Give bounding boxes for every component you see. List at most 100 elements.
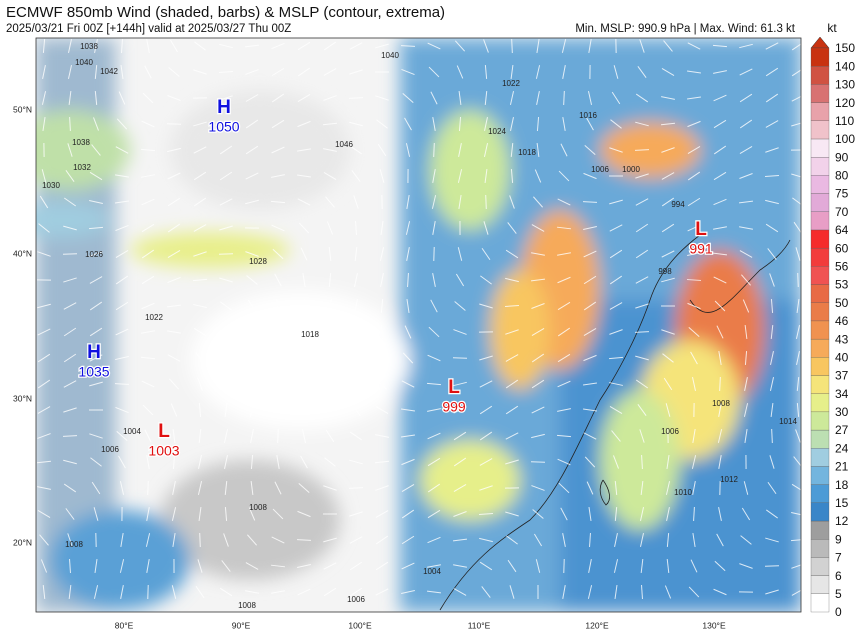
wind-barb [561, 39, 567, 53]
wind-barb [583, 250, 597, 258]
colorbar-label: 21 [835, 460, 849, 474]
wind-barb [141, 302, 155, 310]
lon-label: 100°E [348, 620, 372, 630]
coastlines [439, 234, 791, 611]
wind-barb [739, 563, 753, 569]
wind-barb [430, 299, 438, 313]
wind-barb [219, 120, 233, 128]
wind-barb [531, 303, 545, 309]
wind-barb [351, 170, 361, 182]
wind-barb [93, 585, 99, 599]
wind-barb [454, 40, 466, 52]
wind-barb [740, 535, 752, 545]
isobar-label: 1008 [238, 601, 256, 610]
wind-barb [588, 39, 592, 53]
wind-barb [687, 120, 701, 128]
wind-barb [375, 485, 389, 491]
wind-barb [88, 226, 104, 230]
isobar-label: 1026 [85, 250, 103, 259]
colorbar-swatch [810, 411, 830, 431]
wind-barb [401, 483, 415, 493]
isobar-label: 1016 [579, 111, 597, 120]
wind-barb [739, 146, 753, 154]
wind-barb [348, 97, 364, 99]
wind-barb [380, 324, 384, 340]
isobar-label: 1038 [72, 138, 90, 147]
wind-barb [355, 220, 357, 236]
wind-barb [271, 119, 285, 129]
wind-barb [146, 559, 150, 573]
wind-barb [635, 249, 649, 259]
wind-barb [641, 584, 643, 600]
wind-barb [767, 248, 777, 260]
wind-barb [42, 584, 46, 600]
wind-barb [380, 298, 384, 314]
wind-barb [38, 223, 50, 233]
wind-barb [115, 406, 129, 414]
isobar-label: 1004 [423, 567, 441, 576]
wind-barb [739, 93, 753, 103]
wind-barb [172, 454, 176, 470]
wind-barb [354, 324, 358, 340]
wind-barb [531, 328, 545, 336]
wind-barb [354, 273, 358, 287]
isobar-label: 1014 [779, 417, 797, 426]
wind-barb [276, 455, 280, 469]
wind-barb [36, 460, 52, 464]
colorbar-label: 80 [835, 169, 849, 183]
wind-shading [36, 38, 801, 612]
wind-barb [193, 171, 207, 181]
wind-barb [609, 329, 623, 335]
wind-barb [245, 562, 259, 570]
wind-barb [583, 225, 597, 231]
wind-barb [193, 146, 207, 154]
wind-barb [146, 455, 150, 469]
wind-barb [193, 224, 207, 232]
wind-barb [224, 402, 228, 418]
wind-barb [718, 507, 722, 521]
wind-barb [89, 171, 103, 181]
wind-barb [739, 43, 753, 49]
wind-barb [739, 119, 753, 129]
wind-barb [713, 226, 727, 230]
wind-barb [609, 382, 623, 386]
axis-labels: 50°N 40°N 30°N 20°N 80°E 90°E 100°E 110°E 120°E 1… [13, 104, 726, 630]
wind-barb [297, 41, 311, 51]
wind-barb [556, 434, 572, 438]
wind-barb [634, 149, 650, 151]
colorbar-swatch [810, 338, 830, 358]
wind-barb [63, 459, 77, 465]
wind-barb [791, 95, 801, 102]
wind-barb [692, 377, 696, 391]
wind-barb [769, 273, 775, 287]
wind-barb [456, 65, 464, 79]
wind-barb [688, 326, 700, 338]
wind-barb [172, 428, 176, 444]
colorbar-label: 9 [835, 532, 842, 546]
wind-barb [116, 118, 128, 130]
wind-barb [94, 90, 98, 106]
wind-barb [271, 146, 285, 154]
wind-barb [141, 120, 155, 128]
colorbar-swatch [810, 429, 830, 449]
wind-barb [37, 328, 51, 336]
wind-barb [42, 117, 46, 131]
wind-barb [247, 299, 257, 313]
wind-barb [349, 42, 363, 50]
wind-barb [562, 585, 566, 599]
wind-barb [197, 559, 203, 573]
wind-barb [479, 561, 493, 571]
wind-barb [199, 532, 201, 548]
wind-barb [712, 44, 728, 48]
wind-barb [224, 480, 228, 496]
wind-barb [453, 431, 467, 441]
wind-barb [635, 121, 649, 127]
wind-barb [666, 507, 670, 521]
wind-barb [141, 275, 155, 285]
wind-barb [481, 586, 491, 598]
wind-barb [353, 195, 359, 209]
wind-barb [351, 404, 361, 416]
wind-barb [583, 275, 597, 285]
wind-barb [401, 509, 415, 519]
wind-barb [223, 351, 229, 365]
